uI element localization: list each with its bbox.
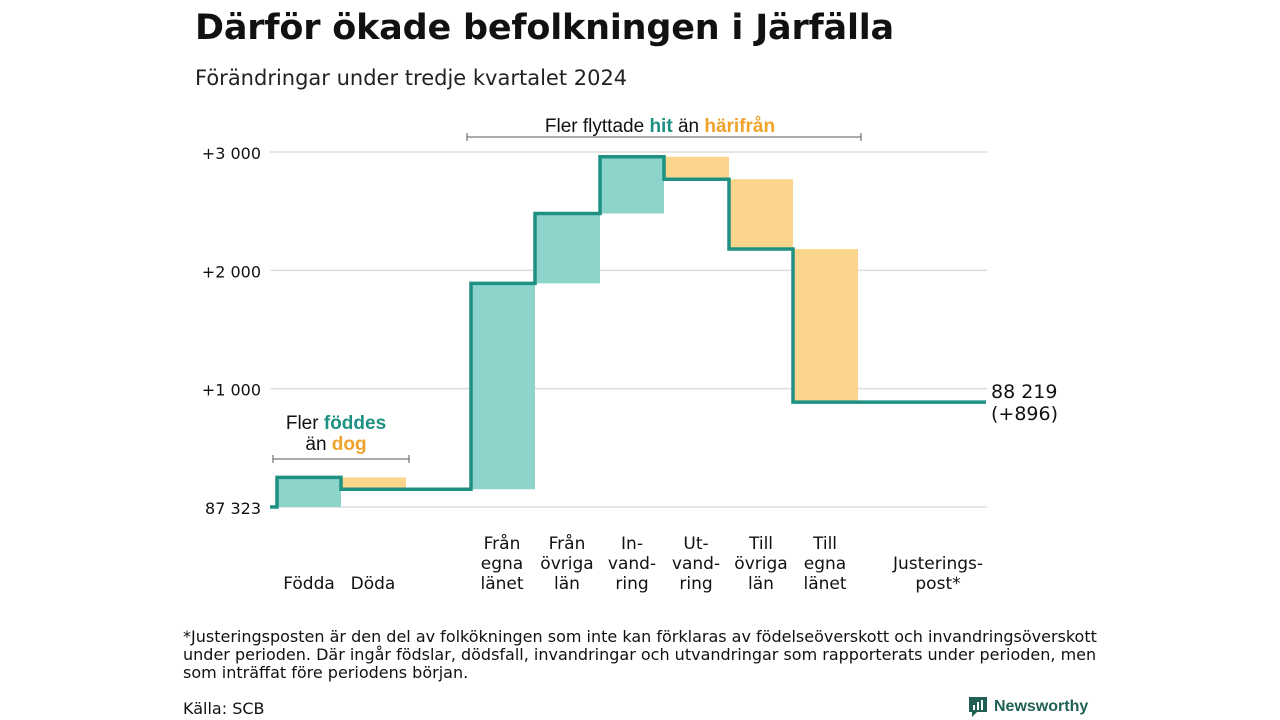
bar-fodda [277, 477, 341, 507]
y-tick-label: +2 000 [202, 262, 261, 281]
bar-till-ovriga-lan [729, 179, 793, 250]
annotation-born-dog: dog [332, 434, 367, 455]
annotation-moved-hit: hit [649, 116, 673, 137]
newsworthy-logo: Newsworthy [968, 696, 1088, 718]
x-label-justeringspost: Justerings-post* [892, 554, 983, 594]
x-label-fran-egna-lanet: Från egna länet [480, 533, 523, 594]
annotation-born-fler: Fler [286, 413, 319, 434]
x-label-till-egna-lanet: Till egna länet [803, 534, 846, 594]
bar-fran-egna-lanet [471, 283, 535, 490]
source-label: Källa: SCB [183, 699, 265, 718]
footnote: *Justeringsposten är den del av folkökni… [183, 627, 1097, 682]
annotation-moved-pre: Fler flyttade [545, 116, 644, 137]
y-tick-label: 87 323 [205, 499, 261, 518]
chart-title: Därför ökade befolkningen i Järfälla [195, 8, 894, 48]
annotation-born-an: än [305, 434, 326, 455]
x-label-fodda: Födda [283, 574, 335, 594]
x-label-till-ovriga-lan: Till övriga län [734, 534, 787, 594]
y-tick-label: +1 000 [202, 381, 261, 400]
y-tick-label: +3 000 [202, 144, 261, 163]
x-label-utvandring: Ut-vand-ring [672, 534, 720, 594]
waterfall-chart: 87 323 +1 000 +2 000 +3 000 Födda Döda Från eg… [202, 116, 1058, 594]
annotation-born-line2: än dog [305, 434, 366, 455]
end-value-label: 88 219 [991, 381, 1057, 403]
annotation-moved: Fler flyttade hit än härifrån [545, 116, 775, 137]
annotation-born-line1: Fler föddes [286, 413, 386, 434]
bar-invandring [600, 156, 664, 214]
annotation-born-bracket [272, 455, 410, 463]
annotation-born-foddes: föddes [324, 413, 386, 434]
x-label-fran-ovriga-lan: Från övriga län [540, 533, 593, 594]
annotation-moved-bracket [466, 133, 862, 141]
newsworthy-logo-text: Newsworthy [994, 698, 1089, 715]
bar-till-egna-lanet [793, 249, 858, 403]
x-label-invandring: In-vand-ring [608, 534, 656, 594]
bar-fran-ovriga-lan [535, 213, 600, 284]
bar-doda [341, 477, 406, 490]
bar-utvandring [664, 156, 729, 180]
newsworthy-logo-icon [969, 697, 987, 717]
annotation-moved-mid: än [678, 116, 699, 137]
cumulative-step-line [270, 154, 986, 509]
end-change-label: (+896) [991, 403, 1058, 425]
x-label-doda: Döda [351, 574, 396, 594]
annotation-moved-harifran: härifrån [704, 116, 775, 137]
chart-subtitle: Förändringar under tredje kvartalet 2024 [195, 66, 628, 90]
